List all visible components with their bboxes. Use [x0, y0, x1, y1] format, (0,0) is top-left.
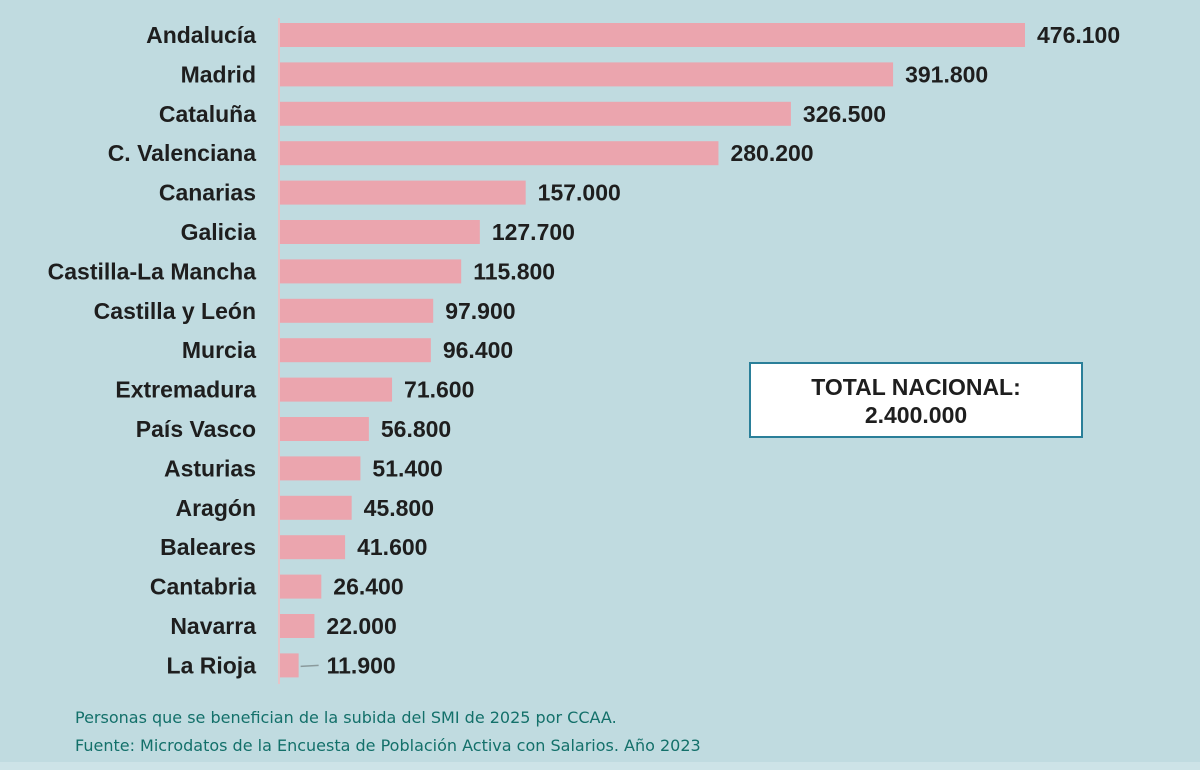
bar-chart: Andalucía 476.100 Madrid 391.800 Cataluña 326…	[48, 18, 1120, 684]
value-label: 45.800	[364, 495, 434, 521]
leader-line	[300, 664, 319, 668]
value-label: 26.400	[333, 574, 403, 600]
bar	[280, 259, 462, 284]
value-label: 476.100	[1037, 22, 1120, 48]
bar	[280, 377, 393, 402]
bar	[280, 62, 894, 87]
value-label: 280.200	[730, 140, 813, 166]
caption-title: Personas que se benefician de la subida …	[75, 708, 617, 727]
bar	[280, 101, 791, 126]
bar	[280, 23, 1025, 47]
bar	[280, 535, 346, 560]
bar	[280, 574, 322, 599]
category-label: Aragón	[176, 495, 257, 521]
category-label: Castilla-La Mancha	[48, 258, 257, 284]
category-label: Extremadura	[115, 377, 256, 403]
category-label: Castilla y León	[94, 298, 256, 324]
bar	[280, 180, 526, 205]
caption-source: Fuente: Microdatos de la Encuesta de Pob…	[75, 736, 701, 755]
value-label: 11.900	[327, 652, 396, 678]
value-label: 41.600	[357, 534, 427, 560]
category-label: Cantabria	[150, 574, 256, 600]
category-label: Murcia	[182, 337, 256, 363]
bar	[280, 338, 431, 363]
value-label: 97.900	[445, 298, 515, 324]
total-box: TOTAL NACIONAL: 2.400.000	[749, 362, 1083, 438]
category-label: Madrid	[181, 61, 256, 87]
bar	[280, 653, 299, 678]
category-label: Cataluña	[159, 101, 256, 127]
value-label: 157.000	[538, 180, 621, 206]
bar	[280, 220, 480, 244]
category-label: Andalucía	[146, 22, 256, 48]
bar	[280, 614, 315, 638]
category-label: C. Valenciana	[108, 140, 257, 166]
value-label: 96.400	[443, 337, 513, 363]
bar	[280, 456, 361, 481]
bottom-strip	[0, 762, 1200, 770]
bar	[280, 298, 434, 323]
value-label: 115.800	[473, 258, 555, 284]
value-label: 56.800	[381, 416, 451, 442]
value-label: 71.600	[404, 377, 474, 403]
value-label: 22.000	[326, 613, 396, 639]
bar	[280, 417, 369, 441]
value-label: 127.700	[492, 219, 575, 245]
value-label: 51.400	[372, 455, 442, 481]
bar	[280, 141, 719, 166]
category-label: Baleares	[160, 534, 256, 560]
category-label: País Vasco	[136, 416, 256, 442]
value-label: 391.800	[905, 61, 988, 87]
total-value: 2.400.000	[864, 402, 968, 428]
category-label: Galicia	[181, 219, 257, 245]
value-label: 326.500	[803, 101, 886, 127]
bar	[280, 495, 352, 520]
category-label: Asturias	[164, 455, 256, 481]
category-label: Canarias	[159, 180, 256, 206]
category-label: La Rioja	[167, 652, 257, 678]
category-label: Navarra	[170, 613, 256, 639]
total-label: TOTAL NACIONAL:	[811, 374, 1021, 400]
